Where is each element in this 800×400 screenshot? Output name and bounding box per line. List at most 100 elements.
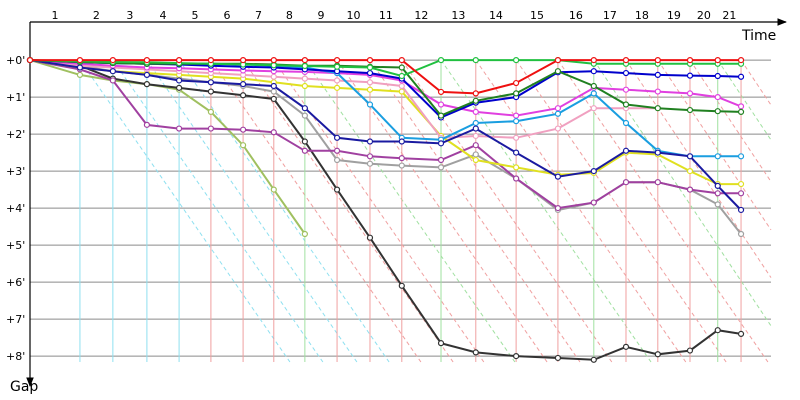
point xyxy=(654,88,661,95)
x-tick-label: 19 xyxy=(667,9,681,22)
x-tick-label: 20 xyxy=(697,9,711,22)
point xyxy=(472,156,479,164)
x-tick-label: 2 xyxy=(93,9,100,22)
series-line xyxy=(29,59,741,186)
point xyxy=(714,201,721,208)
point xyxy=(239,142,247,149)
point xyxy=(301,57,308,64)
point xyxy=(366,64,374,71)
point xyxy=(737,180,745,188)
x-axis-label: Time xyxy=(741,28,776,44)
series-line xyxy=(29,59,742,117)
x-tick-label: 18 xyxy=(635,9,649,22)
point xyxy=(686,57,694,64)
point xyxy=(366,69,374,77)
lap-line xyxy=(515,59,727,363)
point xyxy=(143,121,151,128)
point xyxy=(366,138,374,145)
point xyxy=(513,175,520,182)
point xyxy=(366,57,374,64)
point xyxy=(590,199,597,206)
point xyxy=(622,101,630,108)
x-tick-label: 8 xyxy=(286,9,293,22)
point xyxy=(301,230,308,238)
point xyxy=(686,90,694,97)
lap-line xyxy=(178,59,390,363)
lap-line xyxy=(369,59,581,363)
point xyxy=(175,125,183,132)
point xyxy=(654,149,661,156)
point xyxy=(472,132,479,140)
background-layer xyxy=(30,59,772,363)
point xyxy=(554,68,562,75)
point xyxy=(301,147,308,154)
point xyxy=(554,354,562,362)
point xyxy=(333,57,341,64)
x-tick-label: 1 xyxy=(51,9,58,22)
point xyxy=(437,164,445,171)
lap-line xyxy=(475,59,687,363)
point xyxy=(737,57,745,64)
point xyxy=(270,186,277,193)
point xyxy=(366,79,374,86)
point xyxy=(714,94,721,101)
point xyxy=(270,95,277,103)
point xyxy=(686,168,694,175)
point xyxy=(622,179,630,186)
point xyxy=(175,57,183,64)
point xyxy=(554,173,562,180)
y-axis-label: Gap xyxy=(10,379,38,395)
point xyxy=(513,79,520,87)
point xyxy=(686,153,694,160)
point xyxy=(76,57,84,64)
point xyxy=(622,69,630,77)
point xyxy=(622,86,630,93)
point xyxy=(76,71,84,79)
point xyxy=(737,103,745,110)
point xyxy=(714,57,721,64)
series-line xyxy=(29,59,742,211)
y-tick-label: +4' xyxy=(6,202,25,215)
x-tick-label: 11 xyxy=(379,9,393,22)
point xyxy=(333,147,341,154)
x-tick-label: 21 xyxy=(722,9,736,22)
point xyxy=(333,134,341,141)
point xyxy=(333,77,341,84)
y-tick-label: +3' xyxy=(6,165,25,178)
point xyxy=(366,160,374,167)
point xyxy=(590,356,597,363)
point xyxy=(398,162,405,169)
y-tick-label: +1' xyxy=(6,91,25,104)
point xyxy=(472,125,479,132)
point xyxy=(654,71,661,79)
point xyxy=(737,73,745,80)
point xyxy=(714,108,721,115)
point xyxy=(737,330,745,338)
point xyxy=(554,105,562,112)
point xyxy=(301,138,308,145)
point xyxy=(333,186,341,193)
point xyxy=(590,82,597,90)
lap-line xyxy=(242,59,454,363)
y-tick-label: +2' xyxy=(6,128,25,141)
series-line xyxy=(29,59,741,210)
point xyxy=(437,101,445,108)
y-tick-label: +6' xyxy=(6,276,25,289)
point xyxy=(737,190,745,197)
point xyxy=(301,82,308,90)
point xyxy=(590,168,597,175)
point xyxy=(270,73,277,80)
point xyxy=(472,349,479,356)
point xyxy=(513,164,520,171)
lap-line xyxy=(304,59,516,363)
point xyxy=(737,153,745,160)
point xyxy=(270,88,277,95)
lap-line xyxy=(273,59,485,363)
point xyxy=(513,118,520,125)
x-tick-label: 7 xyxy=(255,9,262,22)
point xyxy=(398,64,405,71)
point xyxy=(437,340,445,347)
point xyxy=(207,88,215,95)
point xyxy=(109,57,116,64)
point xyxy=(366,234,374,241)
